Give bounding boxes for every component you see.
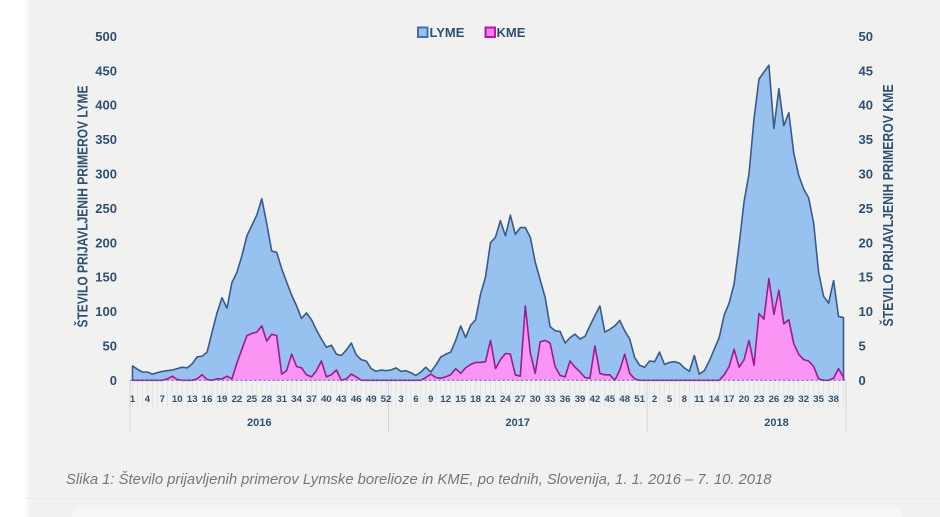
svg-text:8: 8 [682,394,687,405]
svg-text:45: 45 [859,63,873,78]
svg-text:3: 3 [398,394,403,405]
svg-text:33: 33 [545,394,556,405]
svg-text:10: 10 [859,304,873,319]
svg-text:4: 4 [145,394,151,405]
svg-text:35: 35 [813,394,824,405]
svg-text:9: 9 [428,394,433,405]
svg-text:200: 200 [95,235,117,250]
svg-text:ŠTEVILO PRIJAVLJENIH PRIMEROV: ŠTEVILO PRIJAVLJENIH PRIMEROV KME [879,85,897,327]
svg-text:32: 32 [798,394,809,405]
svg-text:LYME: LYME [430,25,465,40]
svg-text:51: 51 [634,394,645,405]
svg-text:13: 13 [187,394,198,405]
svg-text:2017: 2017 [506,417,530,429]
svg-text:400: 400 [95,98,117,113]
svg-text:35: 35 [859,132,873,147]
svg-text:18: 18 [470,394,481,405]
svg-text:7: 7 [160,394,165,405]
svg-text:34: 34 [291,394,302,405]
svg-text:28: 28 [261,394,272,405]
svg-text:KME: KME [497,25,526,40]
svg-text:37: 37 [306,394,317,405]
svg-text:Slika 1: Število prijavljenih: Slika 1: Število prijavljenih primerov L… [66,471,772,488]
svg-text:50: 50 [859,29,873,44]
svg-text:24: 24 [500,394,511,405]
svg-text:25: 25 [247,394,258,405]
svg-text:150: 150 [95,270,117,285]
svg-text:31: 31 [276,394,287,405]
svg-text:16: 16 [202,394,213,405]
svg-text:40: 40 [321,394,332,405]
svg-text:15: 15 [859,270,873,285]
svg-text:6: 6 [413,394,418,405]
svg-text:26: 26 [769,394,780,405]
svg-text:49: 49 [366,394,377,405]
svg-text:12: 12 [440,394,451,405]
svg-text:2: 2 [652,394,657,405]
svg-text:17: 17 [724,394,735,405]
svg-text:39: 39 [575,394,586,405]
svg-text:40: 40 [859,98,873,113]
svg-text:300: 300 [95,167,117,182]
svg-text:500: 500 [95,29,117,44]
svg-text:0: 0 [110,373,117,388]
svg-text:1: 1 [130,394,136,405]
svg-text:20: 20 [859,235,873,250]
svg-text:19: 19 [217,394,228,405]
svg-text:2018: 2018 [764,417,788,429]
svg-text:50: 50 [103,339,117,354]
svg-text:2016: 2016 [247,417,271,429]
svg-text:42: 42 [590,394,601,405]
svg-text:15: 15 [455,394,466,405]
svg-text:38: 38 [828,394,839,405]
svg-text:14: 14 [709,394,720,405]
svg-text:45: 45 [605,394,616,405]
svg-text:52: 52 [381,394,392,405]
svg-text:48: 48 [619,394,630,405]
svg-text:5: 5 [859,339,866,354]
svg-text:100: 100 [95,304,117,319]
svg-text:30: 30 [859,167,873,182]
svg-text:36: 36 [560,394,571,405]
svg-text:21: 21 [485,394,496,405]
svg-text:450: 450 [95,63,117,78]
svg-text:29: 29 [784,394,795,405]
svg-text:10: 10 [172,394,183,405]
svg-text:23: 23 [754,394,765,405]
svg-text:20: 20 [739,394,750,405]
svg-text:350: 350 [95,132,117,147]
svg-text:27: 27 [515,394,526,405]
svg-text:5: 5 [667,394,673,405]
svg-text:25: 25 [859,201,873,216]
svg-text:43: 43 [336,394,347,405]
svg-text:11: 11 [694,394,705,405]
svg-text:0: 0 [859,373,866,388]
svg-text:ŠTEVILO PRIJAVLJENIH PRIMEROV: ŠTEVILO PRIJAVLJENIH PRIMEROV LYME [73,86,91,328]
svg-text:22: 22 [232,394,243,405]
svg-text:250: 250 [95,201,117,216]
svg-text:30: 30 [530,394,541,405]
svg-text:46: 46 [351,394,362,405]
